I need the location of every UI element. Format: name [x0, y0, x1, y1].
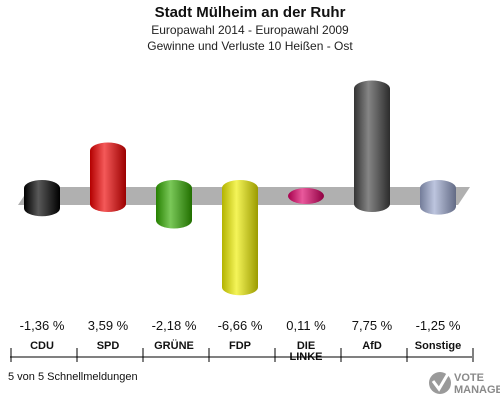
vote-manager-logo: VOTE MANAGER: [429, 371, 500, 396]
bar-die-linke: [288, 188, 324, 204]
category-label: SPD: [97, 340, 120, 352]
category-label: DIE LINKE: [290, 340, 323, 363]
category-label: Sonstige: [415, 340, 461, 352]
logo-text-manager: MANAGER: [454, 384, 500, 396]
bars-group: [24, 80, 456, 296]
chart-subtitle-2: Gewinne und Verluste 10 Heißen - Ost: [147, 39, 353, 53]
bar-sonstige: [420, 180, 456, 215]
bar-grüne: [156, 180, 192, 229]
bar-fdp: [222, 180, 258, 296]
value-label: 7,75 %: [352, 318, 393, 333]
footer-note: 5 von 5 Schnellmeldungen: [8, 371, 138, 383]
chart-title: Stadt Mülheim an der Ruhr: [155, 4, 346, 21]
value-label: 3,59 %: [88, 318, 129, 333]
category-label: FDP: [229, 340, 251, 352]
category-label: GRÜNE: [154, 339, 194, 352]
logo-check-icon: [431, 371, 451, 392]
value-label: -2,18 %: [152, 318, 197, 333]
value-label: -6,66 %: [218, 318, 263, 333]
category-ticks: [10, 348, 474, 362]
value-label: -1,25 %: [416, 318, 461, 333]
category-label: AfD: [362, 340, 382, 352]
bar-spd: [90, 142, 126, 212]
chart-subtitle: Europawahl 2014 - Europawahl 2009: [151, 23, 349, 37]
value-label: -1,36 %: [20, 318, 65, 333]
value-labels-group: -1,36 % 3,59 % -2,18 % -6,66 % 0,11 % 7,75 % -…: [20, 318, 461, 333]
bar-afd: [354, 80, 390, 213]
value-label: 0,11 %: [286, 318, 326, 333]
category-labels-group: CDU SPD GRÜNE FDP DIE LINKE AfD Sonstige: [30, 339, 461, 363]
bar-cdu: [24, 180, 60, 217]
logo-text-vote: VOTE: [454, 372, 484, 384]
category-label: CDU: [30, 340, 54, 352]
